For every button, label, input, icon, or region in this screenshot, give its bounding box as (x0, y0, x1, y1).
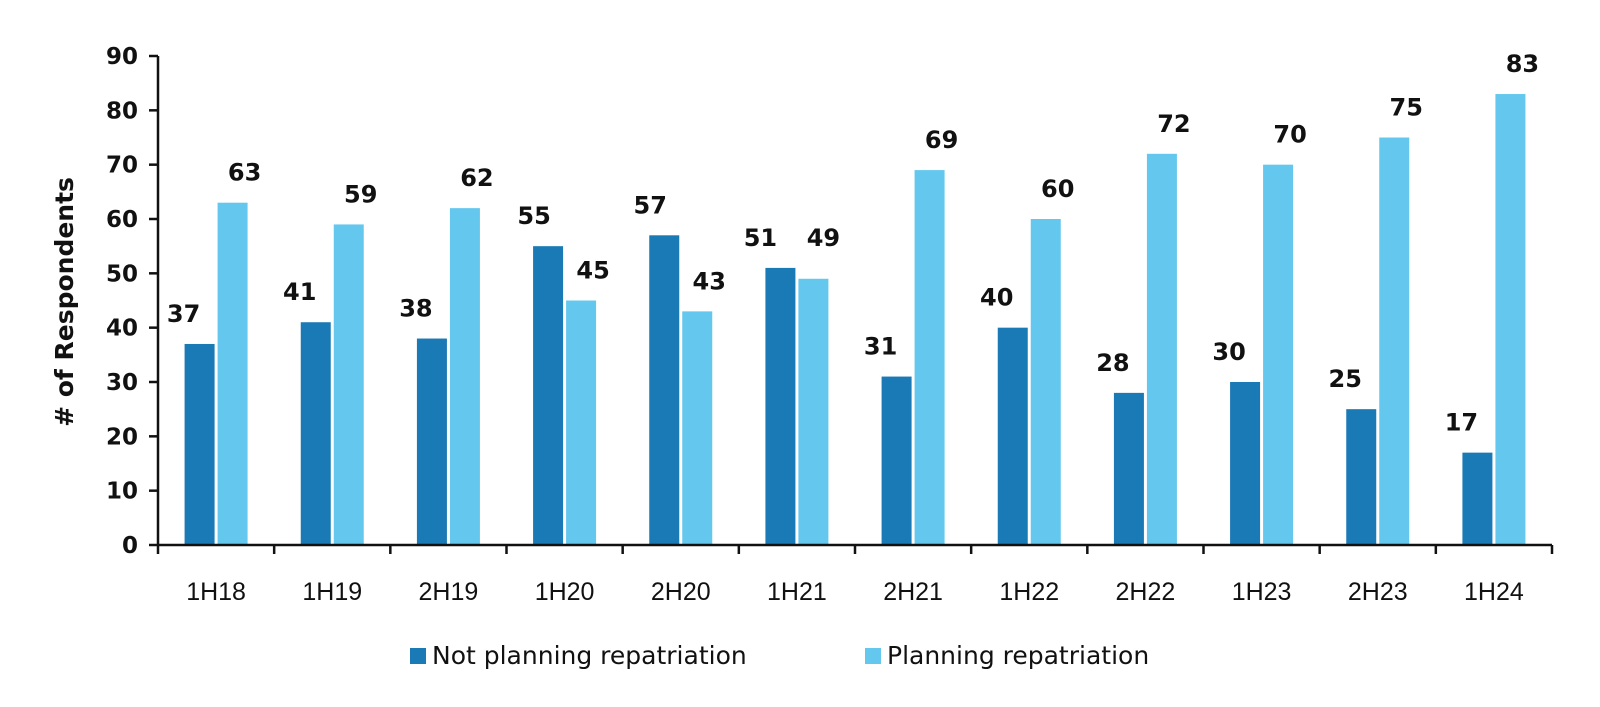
bar-not-planning (1113, 392, 1144, 545)
data-label-not-planning: 17 (1445, 409, 1478, 437)
y-tick-label: 80 (106, 98, 138, 124)
bar-planning (682, 311, 713, 545)
y-tick-label: 50 (106, 261, 138, 287)
x-tick-label: 2H19 (419, 578, 479, 606)
x-tick-label: 1H20 (535, 578, 595, 606)
x-tick-label: 2H23 (1348, 578, 1408, 606)
data-label-planning: 63 (228, 159, 261, 187)
bar-planning (798, 278, 829, 545)
bar-planning (914, 170, 945, 545)
data-label-not-planning: 51 (744, 224, 777, 252)
bar-not-planning (416, 338, 447, 545)
y-tick-label: 0 (122, 533, 138, 559)
data-label-not-planning: 38 (399, 295, 432, 323)
x-tick-label: 2H22 (1116, 578, 1176, 606)
data-label-planning: 43 (693, 267, 726, 295)
legend-swatch-not-planning (410, 648, 426, 664)
bar-not-planning (765, 267, 796, 545)
bar-not-planning (300, 322, 331, 545)
y-tick-label: 60 (106, 207, 138, 233)
x-tick-label: 1H24 (1464, 578, 1524, 606)
data-label-not-planning: 30 (1212, 338, 1245, 366)
y-tick-label: 30 (106, 370, 138, 396)
x-axis: 1H18 1H19 2H19 1H20 2H20 1H21 2H21 1H22 2H22 1H23… (156, 543, 1554, 606)
bar-not-planning (1230, 382, 1261, 545)
data-label-planning: 62 (460, 164, 493, 192)
data-label-not-planning: 57 (634, 191, 667, 219)
data-label-not-planning: 31 (864, 333, 897, 361)
y-axis: 0 10 20 30 40 50 60 70 80 90 (106, 44, 160, 559)
bar-not-planning (649, 235, 680, 546)
legend: Not planning repatriation Planning repat… (410, 641, 1149, 670)
y-tick-label: 40 (106, 316, 138, 342)
x-tick-label: 1H22 (999, 578, 1059, 606)
data-label-planning: 70 (1273, 121, 1306, 149)
x-tick-label: 2H21 (883, 578, 943, 606)
bar-planning (1263, 164, 1294, 545)
y-axis-title: # of Respondents (50, 177, 79, 427)
data-label-not-planning: 55 (517, 202, 550, 230)
bar-planning (1495, 94, 1526, 546)
data-label-not-planning: 41 (283, 278, 316, 306)
y-tick-label: 10 (106, 479, 138, 505)
bar-planning (1146, 153, 1177, 546)
x-tick-label: 1H21 (767, 578, 827, 606)
bar-not-planning (184, 343, 215, 545)
bar-not-planning (533, 246, 564, 545)
y-tick-label: 20 (106, 424, 138, 450)
data-label-planning: 72 (1157, 110, 1190, 138)
bar-not-planning (881, 376, 912, 545)
data-label-planning: 49 (807, 224, 840, 252)
data-label-not-planning: 25 (1329, 365, 1362, 393)
data-label-planning: 45 (576, 257, 609, 285)
bar-planning (1379, 137, 1410, 545)
data-label-planning: 75 (1390, 94, 1423, 122)
data-label-not-planning: 28 (1096, 349, 1129, 377)
bar-planning (1030, 219, 1061, 545)
bar-planning (449, 208, 480, 545)
bar-planning (566, 300, 597, 545)
data-label-planning: 60 (1041, 175, 1074, 203)
bar-planning (217, 202, 248, 545)
bar-planning (333, 224, 364, 545)
x-tick-label: 1H18 (186, 578, 246, 606)
data-label-planning: 59 (344, 180, 377, 208)
bar-not-planning (1462, 452, 1493, 545)
bar-not-planning (1346, 409, 1377, 545)
x-tick-label: 1H23 (1232, 578, 1292, 606)
data-label-not-planning: 37 (167, 300, 200, 328)
legend-label-planning: Planning repatriation (887, 641, 1149, 670)
bar-not-planning (997, 327, 1028, 545)
data-labels-group: 37 63 41 59 38 62 55 45 57 43 51 49 31 69 40 60 28 72 30 70… (167, 50, 1539, 437)
legend-label-not-planning: Not planning repatriation (432, 641, 747, 670)
bars-group (184, 94, 1526, 546)
data-label-not-planning: 40 (980, 284, 1013, 312)
data-label-planning: 83 (1506, 50, 1539, 78)
x-tick-label: 2H20 (651, 578, 711, 606)
data-label-planning: 69 (925, 126, 958, 154)
y-tick-label: 90 (106, 44, 138, 70)
x-tick-label: 1H19 (302, 578, 362, 606)
y-tick-label: 70 (106, 153, 138, 179)
legend-swatch-planning (865, 648, 881, 664)
